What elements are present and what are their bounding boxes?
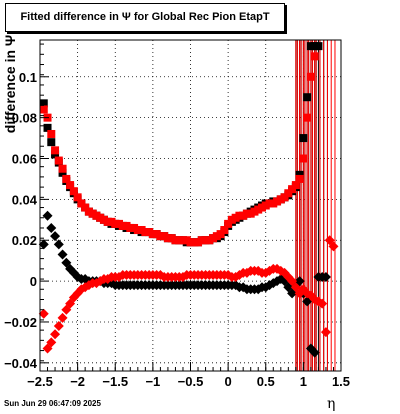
data-point-square xyxy=(224,219,233,228)
x-tick-label: −2 xyxy=(70,374,85,389)
error-bars-layer xyxy=(295,40,336,371)
data-point-diamond xyxy=(320,327,331,338)
y-tick-label: −0.04 xyxy=(4,356,38,371)
data-point-square xyxy=(299,154,308,163)
data-point-square xyxy=(47,129,56,138)
data-point-square xyxy=(303,113,312,122)
data-point-square xyxy=(54,156,63,165)
data-point-square xyxy=(288,185,297,194)
data-point-square xyxy=(51,146,60,155)
x-axis-label: η xyxy=(327,396,336,412)
data-point-square xyxy=(73,193,82,202)
data-point-square xyxy=(291,181,300,190)
data-point-square xyxy=(66,181,75,190)
data-point-diamond xyxy=(57,312,68,323)
data-point-diamond xyxy=(50,329,61,340)
y-tick-label: 0.04 xyxy=(12,192,38,207)
x-tick-label: 0 xyxy=(225,374,232,389)
x-tick-label: 1.5 xyxy=(332,374,350,389)
data-point-square xyxy=(81,203,90,212)
data-point-square xyxy=(39,105,48,114)
data-point-square xyxy=(295,174,304,183)
data-point-square xyxy=(47,138,56,147)
data-point-square xyxy=(39,99,48,108)
y-tick-label: 0 xyxy=(30,274,37,289)
data-point-square xyxy=(58,164,67,173)
data-point-square xyxy=(299,134,308,143)
data-point-diamond xyxy=(309,347,320,358)
datestamp: Sun Jun 29 06:47:09 2025 xyxy=(4,399,101,408)
chart-title: Fitted difference in Ψ for Global Rec Pi… xyxy=(5,3,285,32)
x-tick-label: −2.5 xyxy=(27,374,53,389)
data-point-diamond xyxy=(42,210,53,221)
data-point-diamond xyxy=(320,272,331,283)
data-point-square xyxy=(58,168,67,177)
data-point-diamond xyxy=(53,239,64,250)
data-point-square xyxy=(62,174,71,183)
y-tick-label: 0.08 xyxy=(12,111,37,126)
data-point-diamond xyxy=(317,298,328,309)
data-point-diamond xyxy=(328,241,339,252)
x-tick-label: 1 xyxy=(300,374,307,389)
y-tick-label: 0.1 xyxy=(19,70,37,85)
data-point-diamond xyxy=(38,308,49,319)
data-point-diamond xyxy=(50,231,61,242)
markers-layer xyxy=(38,42,339,358)
data-point-square xyxy=(303,93,312,102)
data-point-square xyxy=(314,42,323,51)
data-point-square xyxy=(43,123,52,132)
data-point-square xyxy=(69,187,78,196)
data-point-square xyxy=(310,52,319,61)
data-point-square xyxy=(280,193,289,202)
data-point-square xyxy=(51,150,60,159)
ticks-layer: −2.5 −2 −1.5 −1 −0.5 0 0.5 1 1.5 −0.04 −0.02 0 0.02 0… xyxy=(4,43,350,389)
data-point-square xyxy=(77,199,86,208)
data-point-diamond xyxy=(53,321,64,332)
x-tick-label: 0.5 xyxy=(257,374,275,389)
data-point-diamond xyxy=(46,337,57,348)
data-point-diamond xyxy=(46,222,57,233)
data-point-square xyxy=(295,170,304,179)
x-tick-label: −1 xyxy=(145,374,160,389)
data-point-diamond xyxy=(57,249,68,260)
y-tick-label: 0.02 xyxy=(12,233,37,248)
data-point-diamond xyxy=(38,239,49,250)
data-point-square xyxy=(284,189,293,198)
data-point-square xyxy=(216,230,225,239)
y-tick-label: 0.06 xyxy=(12,152,37,167)
data-point-square xyxy=(220,226,229,235)
x-tick-label: −1.5 xyxy=(102,374,128,389)
y-tick-label: −0.02 xyxy=(4,315,37,330)
data-point-square xyxy=(306,72,315,81)
y-axis-label: difference in Ψ xyxy=(2,34,18,134)
x-tick-label: −0.5 xyxy=(178,374,204,389)
